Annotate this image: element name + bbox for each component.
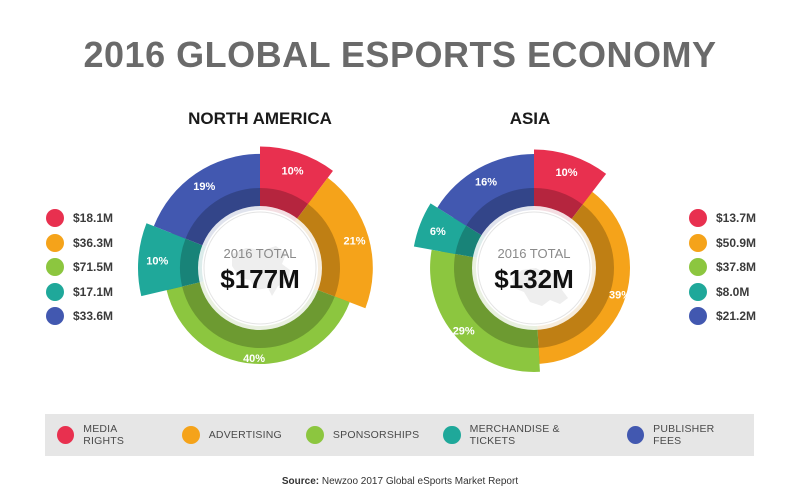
percent-label: 10% (146, 256, 168, 268)
slice-merchandise-tickets (413, 203, 467, 254)
legend-value: $36.3M (73, 235, 114, 250)
source-note: Source: Newzoo 2017 Global eSports Marke… (0, 476, 800, 487)
slice-media-rights (260, 146, 333, 205)
legend-dot (46, 282, 64, 301)
chart-title-north-america: NORTH AMERICA (188, 109, 332, 128)
legend-row: $37.8M (689, 255, 756, 280)
legend-row: $36.3M (46, 231, 113, 256)
percent-label: 6% (430, 226, 446, 238)
page-title: 2016 GLOBAL ESPORTS ECONOMY (83, 34, 717, 75)
legend-value: $37.8M (716, 260, 757, 275)
north-america-donut-chart: 10% 21% 40% 10% 19% 2016 TOTAL $177M (138, 146, 373, 365)
legend-dot (46, 233, 64, 252)
category-label: ADVERTISING (208, 429, 282, 441)
legend-row: $33.6M (46, 304, 113, 329)
center-total: $177M (220, 264, 300, 294)
category-dot (626, 426, 645, 444)
legend-value: $13.7M (716, 211, 757, 226)
slice-advertising (308, 177, 373, 309)
source-text: Newzoo 2017 Global eSports Market Report (321, 476, 519, 487)
category-label: PUBLISHER FEES (653, 423, 715, 447)
percent-label: 40% (243, 353, 265, 365)
legend-dot (689, 209, 707, 228)
legend-dot (689, 258, 707, 277)
slice-merchandise-tickets (138, 223, 186, 297)
legend-dot (689, 307, 707, 326)
legend-row: $18.1M (46, 206, 113, 231)
legend-row: $13.7M (689, 206, 756, 231)
center-label: 2016 TOTAL (498, 246, 571, 261)
category-legend: MEDIA RIGHTS ADVERTISING SPONSORSHIPS MERCH… (45, 414, 754, 456)
north-america-value-legend: $18.1M $36.3M $71.5M $17.1M $33.6M (46, 206, 113, 329)
category-dot (305, 426, 324, 444)
legend-value: $21.2M (716, 309, 757, 324)
category-legend-item: SPONSORSHIPS (305, 426, 420, 444)
legend-value: $17.1M (73, 284, 114, 299)
category-legend-item: MERCHANDISE & TICKETS (443, 423, 603, 447)
legend-dot (689, 282, 707, 301)
legend-value: $18.1M (73, 211, 114, 226)
slice-publisher-fees (153, 153, 260, 239)
percent-label: 21% (344, 236, 366, 248)
chart-title-asia: ASIA (509, 109, 551, 128)
slice-sponsorships (430, 249, 540, 372)
legend-row: $21.2M (689, 304, 756, 329)
legend-value: $50.9M (716, 235, 757, 250)
legend-row: $17.1M (46, 280, 113, 305)
center-label: 2016 TOTAL (224, 246, 297, 261)
category-label: MEDIA RIGHTS (83, 423, 125, 447)
center-total: $132M (494, 264, 574, 294)
percent-label: 10% (556, 167, 578, 179)
legend-dot (46, 307, 64, 326)
legend-dot (46, 258, 64, 277)
map-silhouette (512, 268, 568, 306)
slice-sponsorships (166, 286, 350, 365)
legend-row: $71.5M (46, 255, 113, 280)
category-dot (57, 426, 75, 444)
category-legend-item: MEDIA RIGHTS (57, 423, 158, 447)
legend-row: $50.9M (689, 231, 756, 256)
legend-value: $71.5M (73, 260, 114, 275)
category-dot (181, 426, 200, 444)
percent-label: 19% (193, 181, 215, 193)
slice-inner-publisher-fees (171, 173, 260, 247)
legend-dot (46, 209, 64, 228)
category-label: MERCHANDISE & TICKETS (469, 423, 560, 447)
category-label: SPONSORSHIPS (332, 429, 420, 441)
source-label: Source: (281, 476, 320, 487)
asia-donut-chart: 10% 39% 29% 6% 16% 2016 TOTAL $132M (413, 149, 631, 372)
percent-label: 29% (453, 325, 475, 337)
map-silhouette (232, 246, 290, 296)
category-dot (443, 426, 461, 444)
slice-media-rights (534, 149, 607, 205)
percent-label: 39% (609, 289, 631, 301)
legend-row: $8.0M (689, 280, 756, 305)
slice-publisher-fees (437, 154, 534, 226)
category-legend-item: PUBLISHER FEES (626, 423, 742, 447)
percent-label: 10% (282, 166, 304, 178)
legend-dot (689, 233, 707, 252)
category-legend-item: ADVERTISING (181, 426, 282, 444)
legend-value: $33.6M (73, 309, 114, 324)
percent-label: 16% (475, 176, 497, 188)
slice-advertising (538, 191, 630, 364)
asia-value-legend: $13.7M $50.9M $37.8M $8.0M $21.2M (689, 206, 756, 329)
legend-value: $8.0M (716, 284, 750, 299)
